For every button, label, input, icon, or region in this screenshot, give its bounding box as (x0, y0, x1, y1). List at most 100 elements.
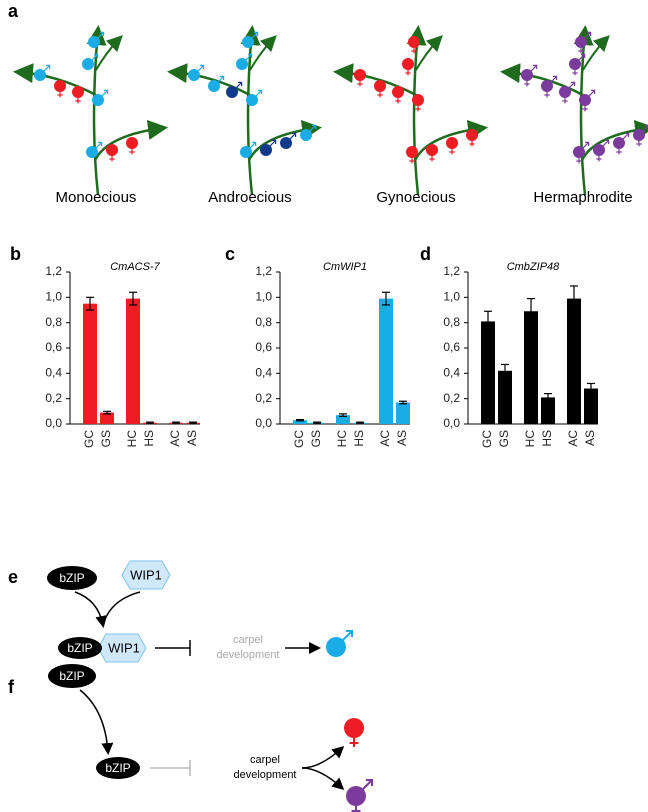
flower-symbol (426, 144, 438, 162)
x-tick-label: GC (82, 430, 96, 448)
symbol-body (54, 80, 66, 92)
bar (584, 388, 598, 424)
flower-symbol (240, 141, 257, 158)
y-tick-label: 0,4 (443, 366, 460, 380)
error-bar (484, 310, 492, 333)
error-bar (172, 421, 180, 424)
flower-symbol (86, 141, 103, 158)
flower-symbol (392, 86, 404, 104)
node-label: bZIP (67, 641, 92, 655)
error-bar (399, 400, 407, 405)
symbol-stroke (342, 630, 353, 641)
symbol-body (208, 80, 220, 92)
symbol-stroke (289, 132, 297, 140)
symbol-stroke (578, 53, 586, 61)
symbol-stroke (581, 53, 586, 58)
y-tick-label: 0,8 (255, 315, 272, 329)
x-tick-label: GS (99, 430, 113, 447)
symbol-body (240, 146, 252, 158)
y-tick-label: 0,2 (45, 391, 62, 405)
flower-symbol (402, 58, 414, 76)
x-tick-label: AC (378, 430, 392, 447)
panel-letter: c (225, 244, 235, 264)
bar (481, 321, 495, 424)
error-bar (103, 410, 111, 415)
error-bar (313, 421, 321, 424)
branch (582, 35, 610, 71)
symbol-body (541, 80, 553, 92)
symbol-stroke (252, 141, 257, 146)
bar (83, 303, 97, 424)
symbol-stroke (312, 124, 317, 129)
symbol-stroke (245, 53, 253, 61)
plant-label: Androecious (208, 189, 291, 206)
symbol-body (126, 137, 138, 149)
symbol-stroke (104, 89, 109, 94)
flower-symbol (408, 36, 420, 54)
x-tick-label: AC (168, 430, 182, 447)
symbol-body (226, 86, 238, 98)
symbol-stroke (94, 53, 99, 58)
symbol-stroke (591, 89, 596, 94)
panel-letter: b (10, 244, 21, 264)
flower-symbol (34, 64, 51, 81)
symbol-stroke (605, 139, 610, 144)
flower-symbol (446, 137, 458, 155)
symbol-body (408, 36, 420, 48)
symbol-body (242, 36, 254, 48)
flower-symbol (559, 81, 576, 104)
flower-symbol (579, 89, 596, 112)
error-bar (501, 363, 509, 378)
symbol-stroke (550, 75, 558, 83)
branch (333, 63, 417, 97)
symbol-stroke (251, 31, 259, 39)
branch (249, 35, 277, 71)
symbol-stroke (97, 31, 105, 39)
symbol-stroke (217, 75, 225, 83)
error-bar (129, 291, 137, 306)
symbol-stroke (255, 89, 263, 97)
symbol-stroke (309, 124, 317, 132)
symbol-body (326, 637, 346, 657)
symbol-body (86, 146, 98, 158)
error-bar (339, 413, 347, 417)
symbol-body (72, 86, 84, 98)
symbol-stroke (254, 31, 259, 36)
x-tick-label: AS (185, 430, 199, 446)
symbol-body (260, 144, 272, 156)
symbol-stroke (200, 64, 205, 69)
panel-letter: e (8, 567, 18, 587)
error-bar (587, 382, 595, 395)
x-tick-label: HS (142, 430, 156, 447)
symbol-stroke (95, 141, 103, 149)
symbol-stroke (258, 89, 263, 94)
branch (415, 35, 443, 71)
symbol-body (573, 146, 585, 158)
symbol-stroke (346, 630, 353, 637)
symbol-stroke (568, 81, 576, 89)
symbol-body (575, 36, 587, 48)
symbol-stroke (248, 53, 253, 58)
symbol-body (559, 86, 571, 98)
flower-symbol (466, 129, 478, 147)
plant-label: Hermaphrodite (533, 189, 632, 206)
flower-symbol (573, 141, 590, 164)
node-label: WIP1 (130, 567, 162, 582)
stem (240, 25, 261, 196)
flower-symbol (188, 64, 205, 81)
x-tick-label: AS (583, 430, 597, 446)
symbol-stroke (530, 64, 538, 72)
flower-symbol (575, 31, 592, 54)
symbol-body (34, 69, 46, 81)
symbol-body (88, 36, 100, 48)
flower-symbol (88, 31, 105, 48)
panel-letter: d (420, 244, 431, 264)
symbol-stroke (235, 81, 243, 89)
x-tick-label: GS (309, 430, 323, 447)
error-bar (146, 421, 154, 424)
flower-symbol (406, 146, 418, 164)
symbol-stroke (533, 64, 538, 69)
error-bar (86, 296, 94, 311)
x-tick-label: HS (540, 430, 554, 447)
